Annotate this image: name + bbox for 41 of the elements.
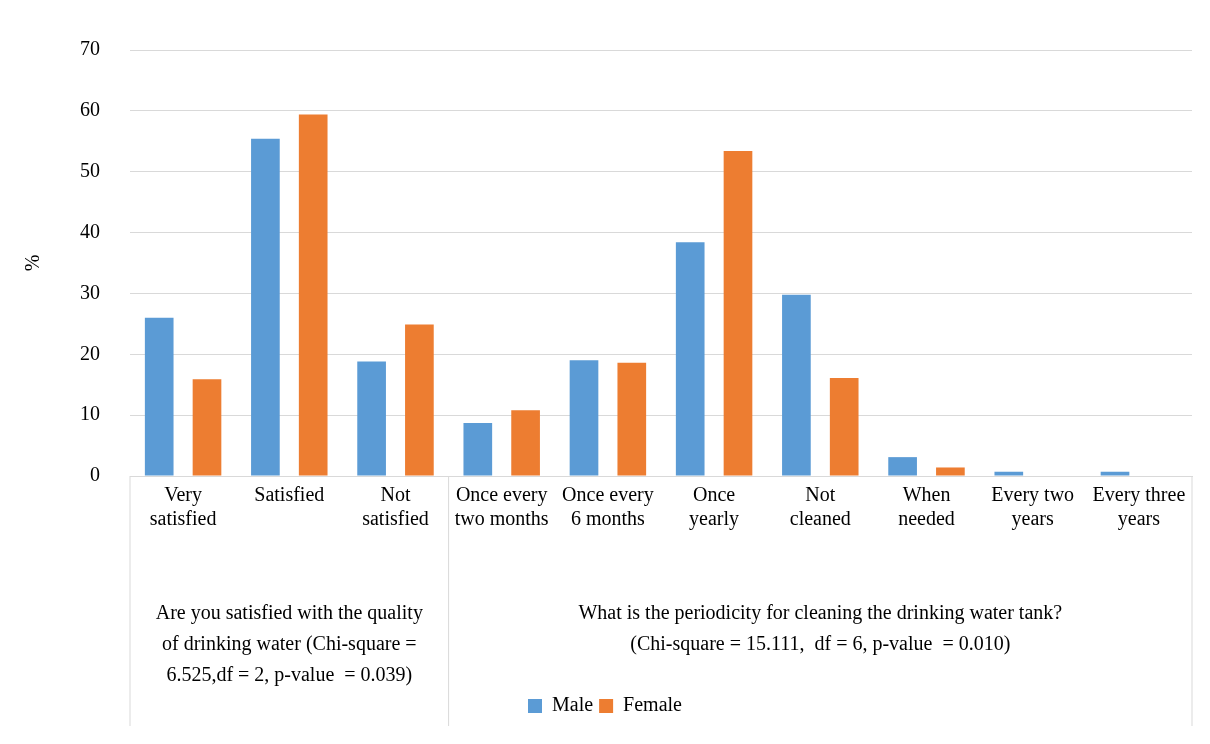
y-tick-label: 20 [80,341,100,364]
bar [782,294,811,476]
x-tick-label: Very satisfied [149,483,217,530]
x-tick-label: Once every 6 months [562,483,654,530]
bar [251,138,280,476]
bar [829,378,859,476]
y-tick-label: 50 [80,158,100,181]
bar [1100,471,1130,476]
bar [298,114,328,476]
text: What is the periodicity for cleaning the drinking water tank? (Chi-square = 15.111, df = 6, p-value = 0.010) [578,601,1063,656]
bar [144,317,174,476]
y-tick-label: 0 [90,463,100,486]
text: Are you satisfied with the quality of drinking water (Chi-square = 6.525,df = 2, p-value = 0.039) [155,601,423,687]
bar [569,360,599,476]
legend-label: Female [623,693,683,716]
bar [192,379,222,476]
x-tick-label: Every three years [1092,483,1186,531]
x-tick-label: Every two years [991,483,1075,531]
bar [994,471,1024,476]
x-tick-label: Once yearly [689,483,740,531]
bar [936,467,965,476]
y-tick-label: 40 [80,219,100,242]
y-axis-title: % [21,254,44,272]
y-tick-label: 70 [80,37,100,60]
x-tick-label: Not satisfied [362,483,429,530]
y-tick-label: 30 [80,280,100,303]
x-tick-label: When needed [898,483,955,530]
bar [675,242,705,476]
bar [511,410,540,476]
bar [405,324,434,476]
legend-label: Male [552,693,594,716]
x-tick-label: Not cleaned [789,483,851,530]
bar [617,362,647,476]
y-tick-label: 10 [80,402,100,425]
x-tick-label: Satisfied [254,483,325,506]
bar [463,423,493,476]
y-tick-label: 60 [80,98,100,121]
x-tick-label: Once every two months [454,483,549,530]
bar [888,457,917,476]
bar [357,361,386,476]
bar [723,151,753,476]
